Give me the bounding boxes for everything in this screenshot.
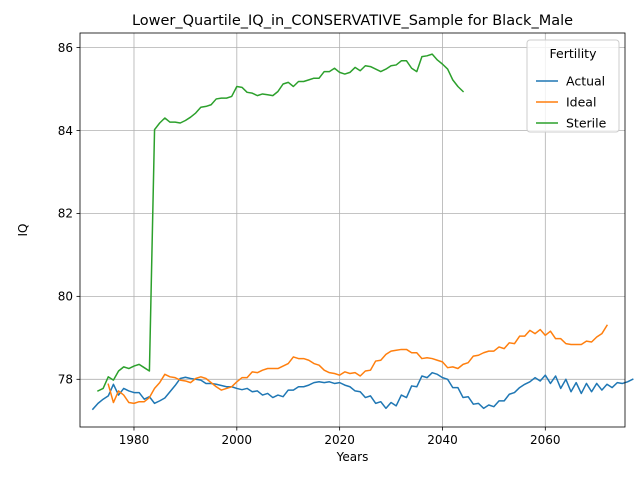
y-tick-label: 82: [58, 207, 73, 221]
x-tick-label: 1980: [119, 433, 150, 447]
legend-box: [526, 39, 620, 133]
plot-area-frame: [79, 32, 626, 428]
x-tick-label: 2040: [427, 433, 458, 447]
legend-label-sterile: Sterile: [566, 116, 607, 131]
x-tick-label: 2060: [530, 433, 561, 447]
y-tick-label: 80: [58, 290, 73, 304]
y-tick-label: 86: [58, 41, 73, 55]
x-tick-label: 2020: [324, 433, 355, 447]
series-line-ideal: [107, 324, 609, 405]
legend-label-actual: Actual: [566, 74, 605, 89]
y-tick-label: 84: [58, 124, 73, 138]
x-tick-label: 2000: [222, 433, 253, 447]
y-tick-label: 78: [58, 373, 73, 387]
legend-title: Fertility: [550, 46, 598, 61]
chart-title: Lower_Quartile_IQ_in_CONSERVATIVE_Sample…: [132, 13, 573, 29]
legend-label-ideal: Ideal: [566, 95, 596, 110]
x-axis-label: Years: [336, 450, 369, 464]
y-axis-label: IQ: [16, 224, 30, 237]
series-lines: [91, 53, 634, 411]
legend: Fertility Actual Ideal Sterile: [526, 39, 620, 133]
series-line-sterile: [96, 53, 465, 392]
series-line-actual: [91, 371, 634, 411]
axis-ticks: 1980 2000 2020 2040 2060 78 80 82 84 86: [58, 41, 561, 447]
legend-items: Actual Ideal Sterile: [536, 74, 607, 131]
